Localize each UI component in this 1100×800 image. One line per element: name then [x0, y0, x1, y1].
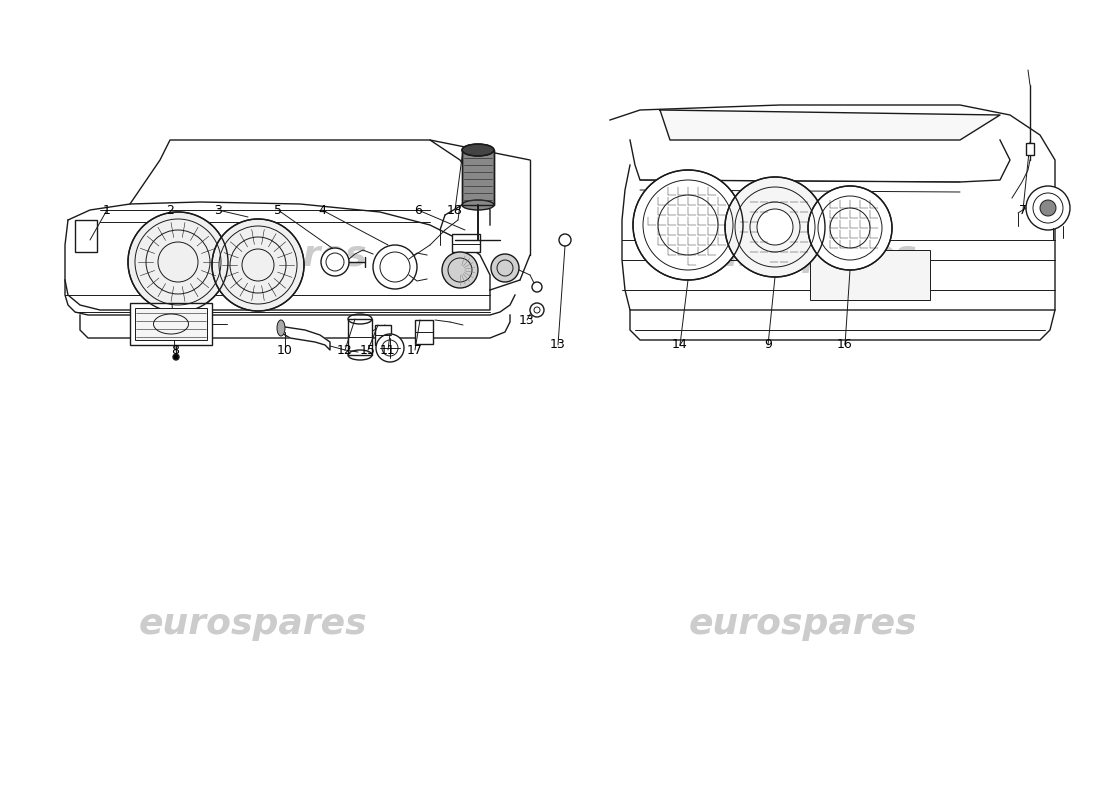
Text: 11: 11	[381, 343, 396, 357]
Text: eurospares: eurospares	[139, 607, 367, 641]
Text: 13: 13	[519, 314, 535, 326]
Polygon shape	[660, 110, 1000, 140]
Polygon shape	[630, 310, 1055, 340]
Bar	[415, 320, 433, 344]
Polygon shape	[630, 140, 1010, 182]
Circle shape	[373, 245, 417, 289]
Polygon shape	[130, 140, 490, 225]
Bar	[375, 325, 390, 345]
Circle shape	[632, 170, 743, 280]
Circle shape	[725, 177, 825, 277]
Text: 15: 15	[360, 343, 376, 357]
Ellipse shape	[462, 144, 494, 156]
Circle shape	[530, 303, 544, 317]
Text: 2: 2	[166, 203, 174, 217]
Bar	[1026, 143, 1034, 155]
Text: 18: 18	[447, 203, 463, 217]
Text: 4: 4	[318, 203, 326, 217]
Text: 12: 12	[337, 343, 353, 357]
Ellipse shape	[462, 200, 494, 210]
Text: 17: 17	[407, 343, 422, 357]
Circle shape	[321, 248, 349, 276]
Bar	[810, 250, 930, 300]
Text: 1: 1	[103, 203, 111, 217]
Text: 3: 3	[214, 203, 222, 217]
Bar	[135, 308, 207, 340]
Circle shape	[1040, 200, 1056, 216]
Text: eurospares: eurospares	[689, 239, 917, 273]
Bar	[462, 150, 494, 205]
Text: eurospares: eurospares	[139, 239, 367, 273]
Text: 7: 7	[1019, 203, 1027, 217]
Text: 9: 9	[764, 338, 772, 351]
Ellipse shape	[277, 320, 285, 336]
Circle shape	[491, 254, 519, 282]
Circle shape	[1026, 186, 1070, 230]
Circle shape	[173, 354, 179, 360]
Text: 8: 8	[170, 343, 179, 357]
Text: 14: 14	[672, 338, 688, 351]
Bar	[462, 150, 494, 205]
Circle shape	[442, 252, 478, 288]
Text: 16: 16	[837, 338, 852, 351]
Bar	[452, 234, 480, 252]
Circle shape	[532, 282, 542, 292]
Circle shape	[757, 209, 793, 245]
Circle shape	[376, 334, 404, 362]
Bar	[348, 319, 372, 355]
Bar	[130, 303, 212, 345]
Text: 6: 6	[414, 203, 422, 217]
Text: eurospares: eurospares	[689, 607, 917, 641]
Bar	[75, 220, 97, 252]
Circle shape	[559, 234, 571, 246]
Text: 13: 13	[550, 338, 565, 351]
Text: 10: 10	[277, 343, 293, 357]
Text: 5: 5	[274, 203, 282, 217]
Circle shape	[128, 212, 228, 312]
Circle shape	[212, 219, 304, 311]
Circle shape	[808, 186, 892, 270]
Polygon shape	[280, 323, 330, 350]
